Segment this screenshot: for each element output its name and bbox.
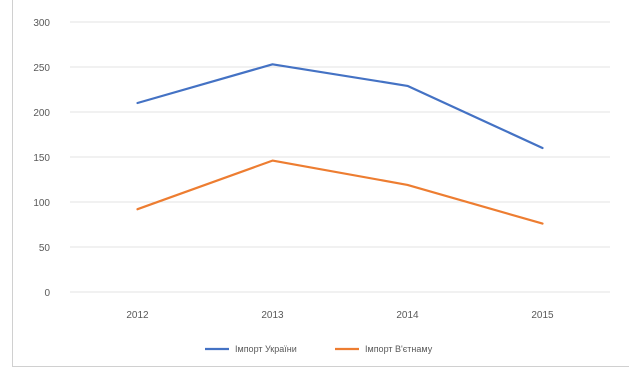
y-tick-label: 250: [33, 63, 50, 74]
series-line-1: [136, 63, 544, 150]
x-tick-label: 2012: [126, 310, 149, 321]
y-tick-label: 50: [39, 243, 51, 254]
x-tick-label: 2013: [261, 310, 284, 321]
series-layer: [136, 63, 544, 225]
x-tick-label: 2015: [531, 310, 554, 321]
y-tick-label: 0: [44, 288, 50, 299]
x-axis-ticks: 2012 2013 2014 2015: [126, 310, 554, 321]
y-tick-label: 100: [33, 198, 50, 209]
legend-label: Імпорт України: [235, 344, 297, 354]
y-tick-label: 200: [33, 108, 50, 119]
y-axis-ticks: 0 50 100 150 200 250 300: [33, 18, 50, 299]
legend: Імпорт України Імпорт В'єтнаму: [205, 344, 433, 354]
y-tick-label: 300: [33, 18, 50, 29]
legend-label: Імпорт В'єтнаму: [365, 344, 433, 354]
y-tick-label: 150: [33, 153, 50, 164]
x-tick-label: 2014: [396, 310, 419, 321]
chart-frame: [12, 0, 629, 367]
series-line-2: [136, 159, 544, 225]
